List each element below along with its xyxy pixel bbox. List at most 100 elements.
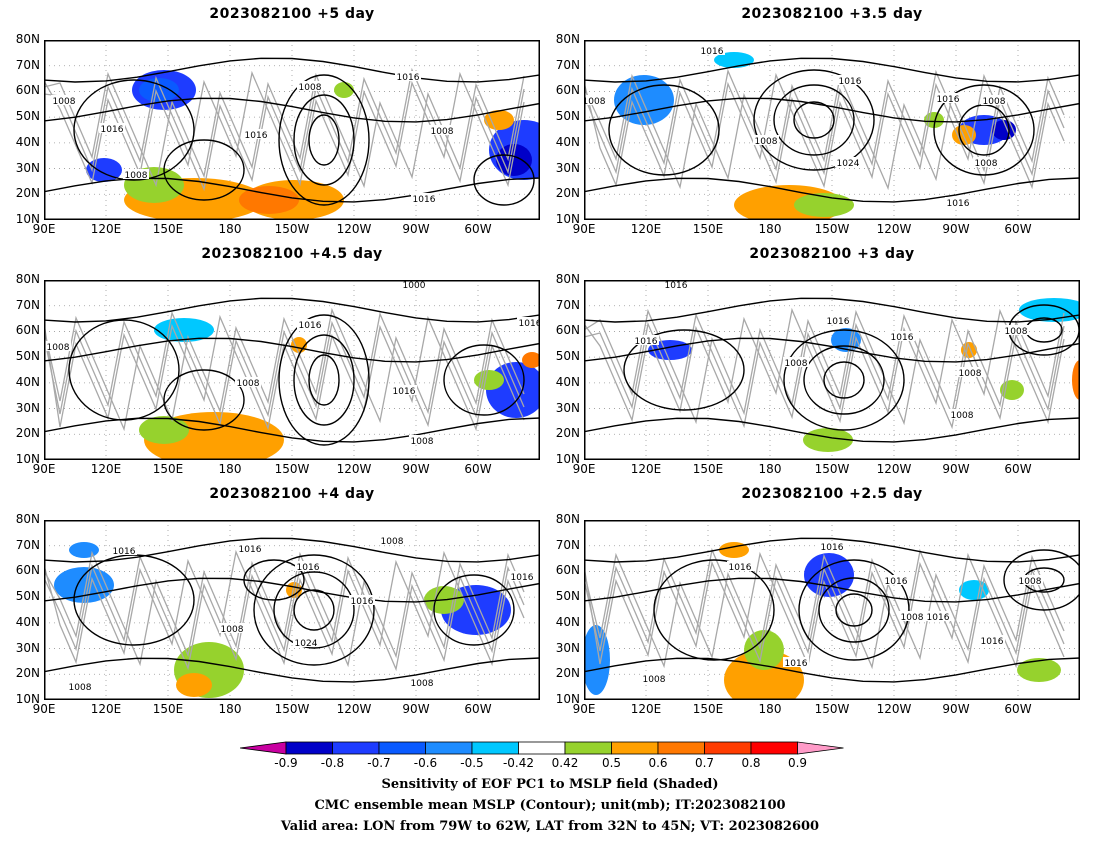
- panel-title: 2023082100 +3.5 day: [741, 6, 923, 22]
- contour-label: 1008: [221, 625, 244, 635]
- contour-label: 1016: [101, 125, 124, 135]
- mslp-contour: [584, 337, 1080, 363]
- sensitivity-shading: [334, 82, 354, 98]
- lat-tick-label: 80N: [555, 32, 580, 46]
- lat-tick-label: 80N: [15, 512, 40, 526]
- lon-tick-label: 150E: [692, 462, 724, 476]
- sensitivity-shading: [614, 75, 674, 125]
- lon-tick-label: 120E: [90, 702, 122, 716]
- lat-tick-label: 40N: [555, 134, 580, 149]
- coastline: [584, 312, 1065, 430]
- lat-tick-label: 40N: [15, 614, 40, 629]
- sensitivity-shading: [803, 428, 853, 452]
- lon-tick-label: 150W: [814, 702, 850, 716]
- lon-tick-label: 120W: [876, 462, 912, 476]
- colorbar-tick-label: 0.7: [694, 756, 715, 770]
- lon-tick-label: 120W: [336, 462, 372, 476]
- contour-label: 1016: [393, 387, 416, 397]
- coastline: [584, 72, 1065, 190]
- map-panel-1: 2023082100 +5 day 1008 1016 1008 1016 1008 101…: [0, 0, 560, 240]
- coastline: [44, 310, 525, 428]
- mslp-contour: [253, 554, 375, 666]
- mslp-contour: [293, 94, 355, 186]
- lon-tick-label: 180: [758, 222, 782, 236]
- map-frame: [584, 280, 1080, 460]
- mslp-contour: [44, 177, 540, 203]
- lat-tick-label: 10N: [555, 692, 580, 706]
- mslp-contour: [44, 337, 540, 363]
- mslp-contour: [823, 361, 865, 399]
- mslp-contour: [293, 334, 355, 426]
- lat-tick-label: 20N: [15, 186, 40, 201]
- mslp-contour: [73, 79, 195, 181]
- panel-title: 2023082100 +4 day: [209, 486, 375, 502]
- lat-tick-label: 70N: [15, 57, 40, 72]
- lat-tick-label: 60N: [15, 83, 40, 98]
- mslp-contour: [818, 577, 890, 643]
- mslp-contour: [44, 577, 540, 603]
- contour-label: 1016: [827, 317, 850, 327]
- lat-tick-label: 20N: [15, 666, 40, 681]
- lon-tick-label: 90E: [32, 462, 56, 476]
- contour-label: 1008: [584, 97, 606, 107]
- sensitivity-shading: [176, 673, 212, 697]
- lat-tick-label: 50N: [555, 109, 580, 124]
- contour-label: 1016: [665, 281, 688, 291]
- mslp-contour: [653, 559, 775, 661]
- contour-label: 1008: [643, 675, 666, 685]
- lat-tick-label: 70N: [555, 57, 580, 72]
- lat-tick-label: 40N: [555, 374, 580, 389]
- mslp-contour: [433, 574, 515, 646]
- coastline: [44, 549, 525, 667]
- mslp-contour: [783, 329, 905, 431]
- contour-label: 1016: [981, 637, 1004, 647]
- lon-tick-label: 120E: [90, 222, 122, 236]
- map-frame: [44, 520, 540, 700]
- lat-tick-label: 20N: [15, 426, 40, 441]
- lat-tick-label: 20N: [555, 426, 580, 441]
- mslp-contour: [608, 84, 720, 176]
- mslp-contour: [803, 345, 885, 415]
- sensitivity-shading: [239, 186, 299, 214]
- contour-label: 1016: [701, 47, 724, 57]
- mslp-contour: [44, 97, 540, 123]
- contour-label: 1016: [839, 77, 862, 87]
- colorbar-cell: [564, 741, 612, 755]
- contour-label: 1016: [729, 563, 752, 573]
- mslp-contour: [308, 354, 340, 406]
- lon-tick-label: 90W: [402, 222, 430, 236]
- lat-tick-label: 30N: [555, 160, 580, 175]
- contour-label: 1024: [837, 159, 860, 169]
- sensitivity-shading: [486, 362, 540, 418]
- contour-label: 1008: [755, 137, 778, 147]
- mslp-contour: [1003, 549, 1080, 611]
- lon-tick-label: 150E: [152, 222, 184, 236]
- contour-label: 1008: [959, 369, 982, 379]
- lon-tick-label: 180: [218, 702, 242, 716]
- mslp-contour: [273, 571, 355, 649]
- lat-tick-label: 70N: [15, 537, 40, 552]
- coastline: [584, 68, 1065, 186]
- mslp-contour: [793, 101, 835, 139]
- panel-title: 2023082100 +5 day: [209, 6, 375, 22]
- mslp-contour: [163, 369, 245, 431]
- mslp-contour: [293, 589, 335, 631]
- contour-label: 1008: [237, 379, 260, 389]
- lat-tick-label: 10N: [555, 212, 580, 226]
- mslp-contour: [584, 537, 1080, 563]
- lon-tick-label: 120E: [90, 462, 122, 476]
- mslp-contour: [584, 177, 1080, 203]
- lon-tick-label: 90E: [32, 702, 56, 716]
- lat-tick-label: 80N: [15, 32, 40, 46]
- map-canvas: 1016 1016 1016 1008 1016 1008 1008 1008: [584, 280, 1080, 460]
- lon-tick-label: 120W: [876, 702, 912, 716]
- colorbar-tick-label: -0.42: [502, 756, 535, 770]
- contour-label: 1008: [431, 127, 454, 137]
- footer-line-2: CMC ensemble mean MSLP (Contour); unit(m…: [314, 798, 786, 813]
- mslp-contour: [44, 57, 540, 83]
- map-frame: [584, 40, 1080, 220]
- lat-tick-label: 50N: [555, 349, 580, 364]
- sensitivity-shading: [714, 52, 754, 68]
- lat-tick-label: 40N: [15, 374, 40, 389]
- colorbar-cell: [657, 741, 705, 755]
